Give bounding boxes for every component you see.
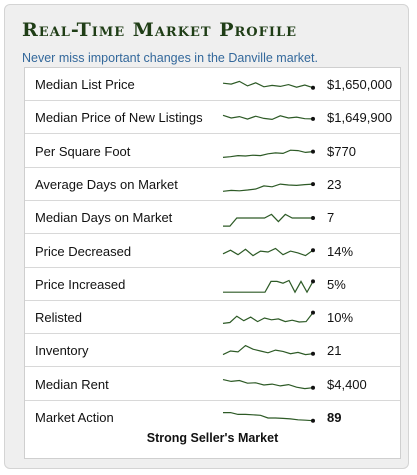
trend-sparkline — [222, 115, 315, 122]
sparkline-trend-line — [222, 247, 314, 256]
metric-label: Median Days on Market — [35, 210, 173, 226]
metric-row: Inventory 21 — [25, 334, 400, 368]
metric-label: Price Increased — [35, 276, 126, 292]
sparkline-end-dot — [311, 181, 315, 186]
trend-sparkline — [222, 378, 315, 390]
trend-sparkline — [222, 149, 315, 158]
metric-value: 21 — [327, 343, 342, 359]
sparkline-end-dot — [311, 216, 315, 221]
metric-row: Per Square Foot $770 — [25, 135, 400, 168]
sparkline-trend-line — [222, 312, 314, 325]
metric-label: Price Decreased — [35, 243, 132, 259]
metric-value: $4,400 — [327, 376, 367, 392]
sparkline-trend-line — [222, 149, 314, 158]
sparkline-end-dot — [311, 310, 315, 315]
trend-sparkline — [222, 181, 315, 192]
trend-sparkline — [223, 213, 315, 227]
sparkline-end-dot — [311, 279, 315, 284]
trend-sparkline — [223, 279, 315, 294]
metric-value: $1,650,000 — [327, 77, 393, 92]
sparkline-end-dot — [311, 149, 315, 154]
sparkline-trend-line — [222, 183, 314, 192]
sparkline-end-dot — [311, 247, 315, 252]
sparkline-trend-line — [223, 213, 313, 227]
metric-row: Median List Price $1,650,000 — [25, 68, 400, 101]
metric-row: Median Price of New Listings $1,649,900 — [25, 101, 400, 135]
sparkline-end-dot — [311, 85, 315, 90]
market-metrics-table: Strong Seller's Market Median List Price… — [24, 67, 401, 459]
metric-value: 23 — [327, 176, 342, 192]
metric-value: 7 — [327, 210, 335, 226]
sparkline-trend-line — [222, 115, 314, 121]
metric-row: Price Decreased 14% — [25, 235, 400, 268]
metric-label: Relisted — [35, 310, 82, 326]
metric-label: Inventory — [35, 343, 89, 359]
sparkline-trend-line — [223, 279, 314, 294]
metric-row: Market Action 89 — [25, 401, 400, 434]
market-profile-widget: Real-Time Market Profile Never miss impo… — [4, 4, 409, 469]
metric-value: 14% — [327, 243, 354, 259]
metric-row: Price Increased 5% — [25, 268, 400, 301]
widget-subtitle: Never miss important changes in the Danv… — [22, 51, 318, 65]
metric-value: 10% — [327, 310, 354, 326]
widget-title: Real-Time Market Profile — [22, 19, 297, 41]
metric-label: Market Action — [35, 410, 114, 425]
metric-label: Median Price of New Listings — [35, 110, 203, 126]
metric-row: Median Rent $4,400 — [25, 368, 400, 401]
trend-sparkline — [222, 247, 315, 256]
metric-value: 5% — [327, 276, 346, 292]
sparkline-trend-line — [222, 378, 314, 389]
sparkline-end-dot — [311, 385, 315, 390]
metric-value: $770 — [327, 143, 356, 159]
sparkline-trend-line — [222, 80, 314, 89]
sparkline-end-dot — [311, 117, 315, 122]
metric-row: Relisted 10% — [25, 301, 400, 335]
trend-sparkline — [222, 310, 315, 325]
sparkline-end-dot — [311, 418, 315, 423]
sparkline-trend-line — [222, 345, 314, 356]
sparkline-trend-line — [223, 411, 314, 422]
sparkline-end-dot — [311, 352, 315, 357]
trend-sparkline — [222, 80, 315, 90]
metric-row: Median Days on Market 7 — [25, 201, 400, 235]
metric-row: Average Days on Market 23 — [25, 168, 400, 201]
metric-value: $1,649,900 — [327, 110, 393, 126]
market-status: Strong Seller's Market — [146, 431, 279, 445]
metric-label: Median List Price — [35, 77, 135, 92]
trend-sparkline — [223, 411, 315, 423]
metric-label: Median Rent — [35, 376, 109, 392]
metric-label: Average Days on Market — [35, 176, 178, 192]
metric-label: Per Square Foot — [35, 143, 131, 159]
metric-value: 89 — [327, 410, 342, 425]
trend-sparkline — [222, 345, 315, 357]
